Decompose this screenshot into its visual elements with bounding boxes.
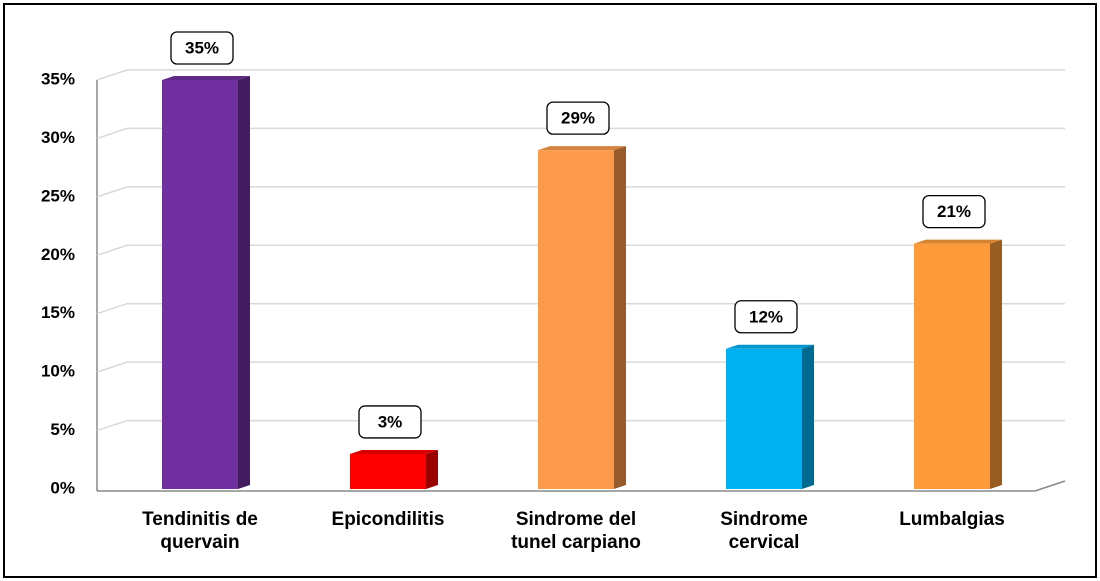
y-tick-label: 0%	[50, 478, 75, 497]
bar	[538, 150, 614, 489]
data-label: 21%	[937, 202, 971, 221]
y-tick-label: 15%	[41, 303, 75, 322]
grid-line	[96, 244, 1065, 256]
y-tick-label: 35%	[41, 69, 75, 88]
x-tick-label: Lumbalgias	[899, 509, 1005, 530]
y-tick-label: 30%	[41, 128, 75, 147]
y-tick-label: 10%	[41, 362, 75, 381]
bar-top	[538, 146, 626, 151]
y-tick-label: 20%	[41, 245, 75, 264]
bar-top	[350, 449, 438, 454]
data-label-box	[734, 300, 798, 334]
grid-line	[96, 127, 1065, 140]
bar-side	[238, 76, 250, 489]
data-label: 35%	[185, 38, 219, 57]
x-tick-label: Tendinitis de quervain	[142, 509, 258, 553]
data-label: 29%	[561, 109, 595, 128]
bar-side	[614, 146, 626, 489]
bar	[726, 348, 802, 489]
bar-top	[162, 76, 250, 80]
x-tick-label: Epicondilitis	[331, 509, 445, 530]
x-tick-label: Sindrome del tunel carpiano	[511, 509, 641, 553]
grid-line	[96, 186, 1065, 198]
data-label: 3%	[378, 412, 403, 431]
bar-top	[914, 239, 1002, 244]
y-tick-label: 5%	[50, 420, 75, 439]
data-label-box	[922, 194, 986, 229]
floor-line	[97, 480, 1066, 492]
data-label-box	[170, 31, 234, 65]
bar	[350, 453, 426, 489]
grid-line	[96, 69, 1065, 81]
bar	[914, 243, 990, 489]
bar-side	[990, 239, 1002, 489]
data-label-box	[546, 101, 610, 135]
x-tick-label: Sindrome cervical	[720, 509, 808, 553]
bar-top	[726, 344, 814, 349]
bar-side	[802, 344, 814, 489]
bar-side	[426, 449, 438, 489]
y-tick-label: 25%	[41, 186, 75, 205]
data-label-box	[358, 405, 422, 439]
bar	[162, 80, 238, 489]
data-label: 12%	[749, 307, 783, 326]
